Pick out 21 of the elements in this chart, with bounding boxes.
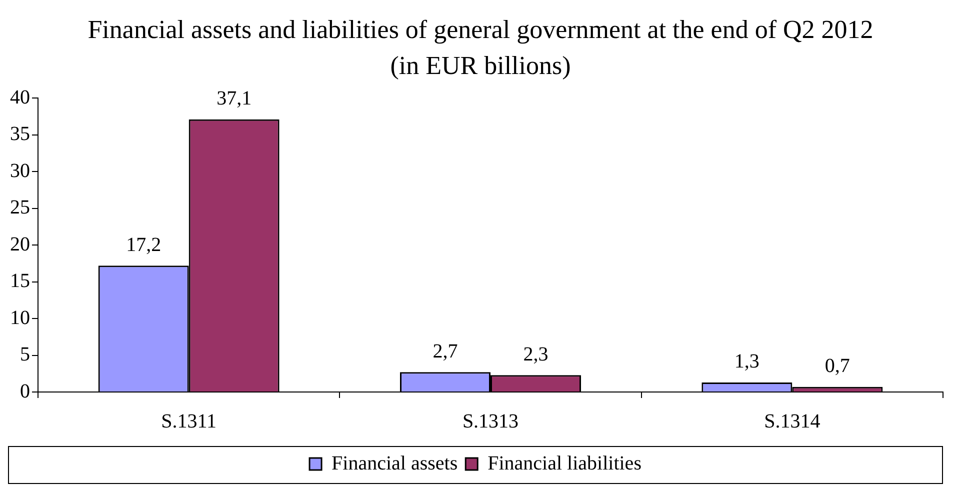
- x-tick-label: S.1314: [764, 410, 820, 432]
- data-label: 37,1: [216, 88, 252, 110]
- y-tick-label: 10: [10, 306, 30, 329]
- x-tick-label: S.1313: [462, 410, 519, 432]
- y-tick-label: 35: [10, 123, 30, 145]
- x-tick-label: S.1311: [161, 410, 217, 432]
- data-label: 0,7: [824, 355, 850, 378]
- data-label: 2,3: [523, 343, 548, 366]
- y-tick-label: 40: [10, 86, 30, 108]
- legend-label: Financial liabilities: [488, 452, 642, 474]
- y-tick-label: 5: [20, 344, 30, 366]
- data-label: 17,2: [126, 234, 162, 256]
- y-tick-label: 0: [20, 380, 30, 402]
- legend-label: Financial assets: [332, 452, 458, 474]
- y-tick-label: 25: [10, 196, 30, 218]
- data-label: 1,3: [734, 350, 760, 373]
- y-tick-label: 20: [10, 233, 30, 256]
- data-label: 2,7: [432, 340, 458, 362]
- y-tick-label: 15: [10, 270, 30, 292]
- chart-title: Financial assets and liabilities of general government at the end of Q2 2012 (in EUR billions): [86, 14, 874, 82]
- y-tick-label: 30: [10, 160, 30, 182]
